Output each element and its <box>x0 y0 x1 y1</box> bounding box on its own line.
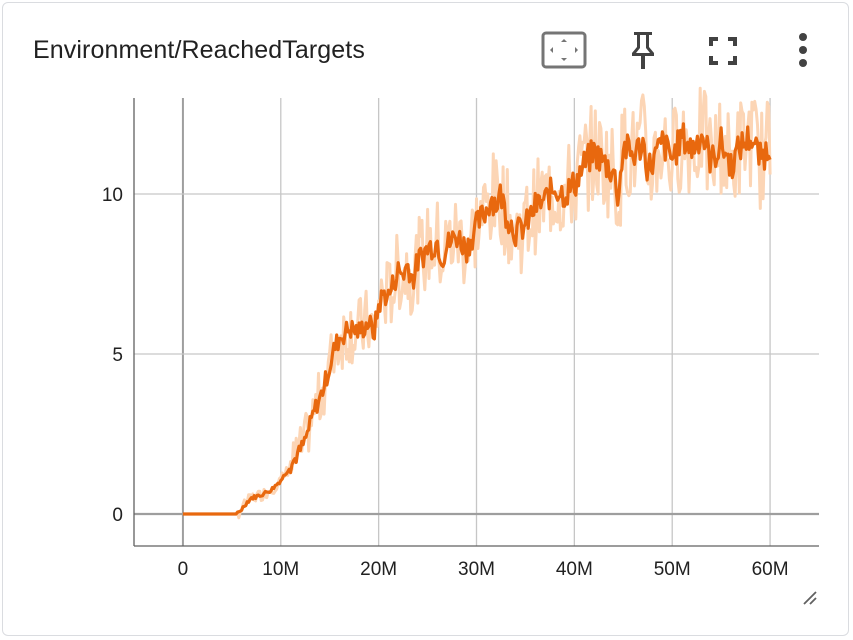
x-tick-label: 60M <box>752 559 789 580</box>
x-tick-label: 30M <box>458 559 495 580</box>
x-tick-label: 10M <box>262 559 299 580</box>
smoothed-series-line <box>182 122 772 516</box>
chart-title: Environment/ReachedTargets <box>33 36 365 64</box>
tick-labels: 0 10M 20M 30M 40M 50M 60M 0 5 10 <box>102 185 789 580</box>
y-tick-label: 5 <box>112 345 123 366</box>
x-tick-label: 40M <box>556 559 593 580</box>
x-tick-label: 50M <box>654 559 691 580</box>
x-tick-label: 0 <box>178 559 189 580</box>
y-tick-label: 0 <box>112 505 123 526</box>
axes <box>133 98 819 547</box>
resize-handle-icon[interactable] <box>800 588 820 613</box>
y-tick-label: 10 <box>102 185 123 206</box>
x-tick-label: 20M <box>360 559 397 580</box>
more-vert-icon[interactable] <box>795 32 811 68</box>
raw-series-line <box>182 86 772 520</box>
pin-icon[interactable] <box>627 29 659 71</box>
fit-domain-icon[interactable] <box>541 31 587 69</box>
smoothed-series <box>182 122 772 516</box>
grid <box>134 98 819 546</box>
fullscreen-icon[interactable] <box>707 35 739 67</box>
raw-series <box>182 86 772 520</box>
